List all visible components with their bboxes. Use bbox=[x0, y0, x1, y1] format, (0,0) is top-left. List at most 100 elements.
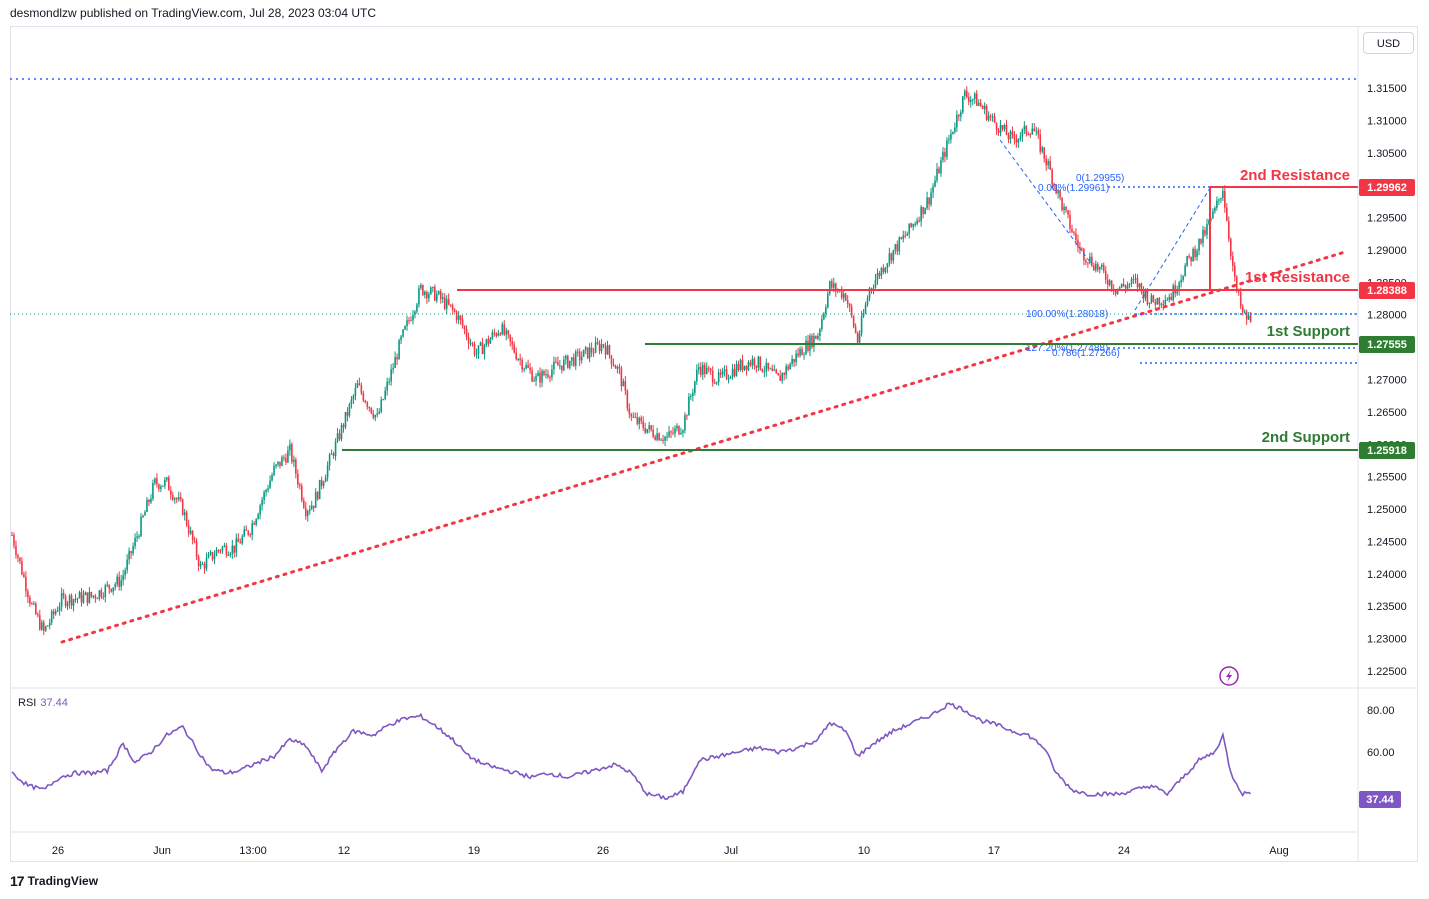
candle bbox=[37, 612, 39, 618]
candle bbox=[297, 469, 299, 488]
candle bbox=[269, 475, 271, 489]
candle bbox=[525, 362, 527, 370]
candle bbox=[644, 422, 647, 435]
fib-drawing[interactable]: 0(1.29955) 0.00%(1.29961) 100.00%(1.2801… bbox=[999, 139, 1358, 364]
candle bbox=[1057, 188, 1059, 199]
candle bbox=[177, 491, 180, 502]
candle bbox=[666, 432, 668, 441]
candle bbox=[199, 560, 202, 570]
price-tag-1st-support bbox=[1359, 336, 1415, 353]
price-tag-1st-resistance bbox=[1359, 282, 1415, 299]
candle bbox=[825, 304, 827, 318]
candle bbox=[338, 429, 341, 441]
candle bbox=[499, 332, 502, 337]
candle bbox=[771, 364, 774, 372]
price-axis: 1.315001.310001.305001.300001.295001.290… bbox=[1367, 83, 1407, 678]
candle bbox=[600, 339, 603, 354]
candle bbox=[747, 360, 750, 372]
candle bbox=[253, 521, 255, 526]
candle bbox=[384, 386, 386, 401]
candle bbox=[21, 557, 23, 576]
ascending-trendline[interactable] bbox=[60, 250, 1347, 644]
candle bbox=[364, 399, 367, 404]
candle bbox=[527, 359, 529, 369]
candle bbox=[207, 551, 210, 559]
candle bbox=[670, 430, 672, 439]
candle bbox=[570, 357, 573, 366]
candle bbox=[56, 606, 59, 613]
candle bbox=[443, 293, 446, 311]
candle bbox=[410, 316, 412, 322]
candle bbox=[896, 240, 899, 256]
candle bbox=[904, 230, 907, 239]
candle bbox=[1182, 275, 1184, 283]
candle bbox=[1087, 262, 1089, 268]
candle bbox=[850, 303, 853, 319]
candle bbox=[483, 343, 486, 360]
candle bbox=[878, 270, 881, 279]
candle bbox=[501, 321, 504, 336]
candle bbox=[934, 175, 936, 188]
candle bbox=[1172, 283, 1175, 303]
candle bbox=[751, 355, 754, 370]
candle bbox=[227, 551, 230, 556]
candle bbox=[1174, 280, 1177, 298]
candle bbox=[696, 364, 698, 385]
candle bbox=[541, 368, 543, 388]
candle bbox=[805, 335, 807, 355]
candle bbox=[175, 496, 178, 504]
candle bbox=[1158, 297, 1161, 309]
candle bbox=[590, 342, 593, 357]
candle bbox=[505, 327, 508, 341]
candle bbox=[291, 442, 293, 465]
candle bbox=[1049, 156, 1051, 171]
candle bbox=[543, 369, 545, 377]
candle bbox=[620, 365, 623, 392]
candle bbox=[445, 295, 448, 315]
rsi-legend: RSI 37.44 bbox=[18, 697, 68, 709]
candle bbox=[116, 573, 119, 587]
candle bbox=[737, 360, 740, 372]
candle bbox=[62, 589, 65, 600]
fib-label-4: 0.786(1.27266) bbox=[1052, 348, 1120, 359]
candle bbox=[52, 608, 55, 620]
lightning-icon[interactable] bbox=[1219, 666, 1239, 686]
candle bbox=[477, 345, 480, 359]
candle bbox=[892, 249, 895, 264]
candle bbox=[567, 354, 569, 369]
currency-button[interactable]: USD bbox=[1363, 32, 1414, 54]
candle bbox=[549, 375, 551, 383]
candle bbox=[23, 571, 25, 578]
candle bbox=[1122, 278, 1125, 288]
candle bbox=[1029, 132, 1032, 139]
candle bbox=[852, 315, 855, 329]
price-tag-2nd-support-text: 1.25918 bbox=[1367, 445, 1407, 457]
candle bbox=[787, 364, 789, 372]
candle bbox=[997, 127, 1000, 136]
candle bbox=[918, 216, 920, 223]
candle bbox=[1241, 304, 1244, 316]
candle bbox=[618, 363, 621, 375]
candle bbox=[195, 538, 198, 561]
candle bbox=[58, 602, 61, 616]
candle bbox=[960, 109, 962, 122]
candle bbox=[1009, 129, 1012, 144]
candle bbox=[690, 393, 692, 401]
candle bbox=[795, 349, 797, 367]
candle bbox=[100, 587, 103, 600]
candle bbox=[90, 591, 93, 599]
candle bbox=[386, 377, 388, 396]
candle bbox=[328, 452, 331, 471]
candle bbox=[374, 414, 377, 422]
price-axis-label: 1.23000 bbox=[1367, 634, 1407, 646]
candle bbox=[66, 600, 69, 611]
candle bbox=[551, 364, 553, 381]
candle bbox=[650, 424, 652, 432]
candle bbox=[1100, 263, 1103, 270]
candle bbox=[864, 301, 867, 315]
candle bbox=[332, 451, 335, 459]
candle bbox=[912, 223, 914, 231]
candle bbox=[25, 571, 27, 597]
tradingview-footer[interactable]: 17 TradingView bbox=[10, 873, 98, 889]
